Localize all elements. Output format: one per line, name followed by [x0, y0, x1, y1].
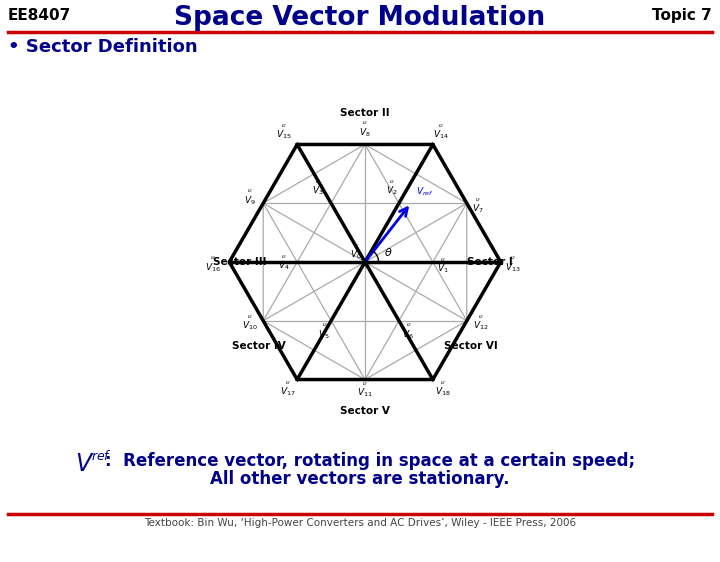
Text: Topic 7: Topic 7: [652, 8, 712, 23]
Text: $\mathit{V}_{15}$: $\mathit{V}_{15}$: [276, 129, 292, 141]
Text: $\mathit{V}_{3}$: $\mathit{V}_{3}$: [312, 185, 323, 197]
Text: $\mathit{V}_{17}$: $\mathit{V}_{17}$: [280, 386, 295, 398]
Text: $\upsilon$: $\upsilon$: [281, 122, 287, 129]
Text: EE8407: EE8407: [8, 8, 71, 23]
Text: $\mathit{V}_{10}$: $\mathit{V}_{10}$: [242, 320, 258, 333]
Text: $\mathit{V}_{5}$: $\mathit{V}_{5}$: [318, 328, 330, 341]
Text: $\mathit{V}_{6}$: $\mathit{V}_{6}$: [402, 328, 415, 341]
Text: $\mathit{V}_{14}$: $\mathit{V}_{14}$: [433, 129, 449, 141]
Text: Sector V: Sector V: [340, 406, 390, 416]
Text: Space Vector Modulation: Space Vector Modulation: [174, 5, 546, 31]
Text: $\upsilon$: $\upsilon$: [247, 313, 252, 320]
Text: $\upsilon$: $\upsilon$: [438, 122, 444, 129]
Text: :  Reference vector, rotating in space at a certain speed;: : Reference vector, rotating in space at…: [105, 452, 635, 470]
Text: Sector VI: Sector VI: [444, 341, 498, 351]
Text: $\upsilon$: $\upsilon$: [440, 256, 445, 262]
Text: $\mathit{V}_{9}$: $\mathit{V}_{9}$: [244, 194, 256, 207]
Text: $\mathit{V}_{18}$: $\mathit{V}_{18}$: [435, 386, 450, 398]
Text: $\mathit{V}_{13}$: $\mathit{V}_{13}$: [505, 261, 521, 274]
Text: Sector II: Sector II: [340, 108, 390, 117]
Text: $\upsilon$: $\upsilon$: [477, 313, 483, 320]
Text: $\upsilon$: $\upsilon$: [362, 119, 368, 126]
Text: Textbook: Bin Wu, ‘High-Power Converters and AC Drives’, Wiley - IEEE Press, 200: Textbook: Bin Wu, ‘High-Power Converters…: [144, 518, 576, 528]
Text: $\upsilon$: $\upsilon$: [390, 178, 395, 185]
Text: $\mathit{V}_{0}$: $\mathit{V}_{0}$: [350, 249, 361, 261]
Text: $\mathit{V}_{ref}$: $\mathit{V}_{ref}$: [416, 185, 434, 198]
Text: $\upsilon$: $\upsilon$: [510, 255, 516, 261]
Text: $\upsilon$: $\upsilon$: [210, 255, 216, 261]
Text: $\mathit{V}_{16}$: $\mathit{V}_{16}$: [205, 261, 221, 274]
Text: Sector I: Sector I: [467, 257, 513, 267]
Text: $\mathit{V}_{11}$: $\mathit{V}_{11}$: [357, 387, 373, 400]
Text: $\upsilon$: $\upsilon$: [362, 380, 368, 387]
Text: $\upsilon$: $\upsilon$: [406, 321, 411, 328]
Text: All other vectors are stationary.: All other vectors are stationary.: [210, 470, 510, 488]
Text: $\mathit{V}_{12}$: $\mathit{V}_{12}$: [472, 320, 488, 333]
Text: $\upsilon$: $\upsilon$: [475, 196, 480, 202]
Text: $\theta$: $\theta$: [384, 246, 392, 258]
Text: Sector III: Sector III: [213, 257, 267, 267]
Text: $\upsilon$: $\upsilon$: [285, 379, 290, 386]
Text: $\mathit{V}$: $\mathit{V}$: [75, 452, 94, 476]
Text: Sector IV: Sector IV: [233, 341, 286, 351]
Text: $\mathit{V}_{1}$: $\mathit{V}_{1}$: [436, 262, 448, 275]
Text: $\mathit{V}_{8}$: $\mathit{V}_{8}$: [359, 126, 371, 138]
Text: $\upsilon$: $\upsilon$: [315, 178, 320, 185]
Text: $\mathit{V}_{2}$: $\mathit{V}_{2}$: [387, 185, 398, 197]
Text: $\mathit{V}_{7}$: $\mathit{V}_{7}$: [472, 202, 483, 215]
Text: $\upsilon$: $\upsilon$: [281, 253, 287, 260]
Text: $\upsilon$: $\upsilon$: [353, 242, 358, 249]
Text: $\mathit{ref}$: $\mathit{ref}$: [91, 449, 112, 463]
Text: $\upsilon$: $\upsilon$: [247, 187, 252, 194]
Text: $\upsilon$: $\upsilon$: [322, 321, 327, 328]
Text: $\mathit{V}_{4}$: $\mathit{V}_{4}$: [278, 260, 289, 273]
Text: • Sector Definition: • Sector Definition: [8, 38, 197, 56]
Text: $\upsilon$: $\upsilon$: [440, 379, 445, 386]
